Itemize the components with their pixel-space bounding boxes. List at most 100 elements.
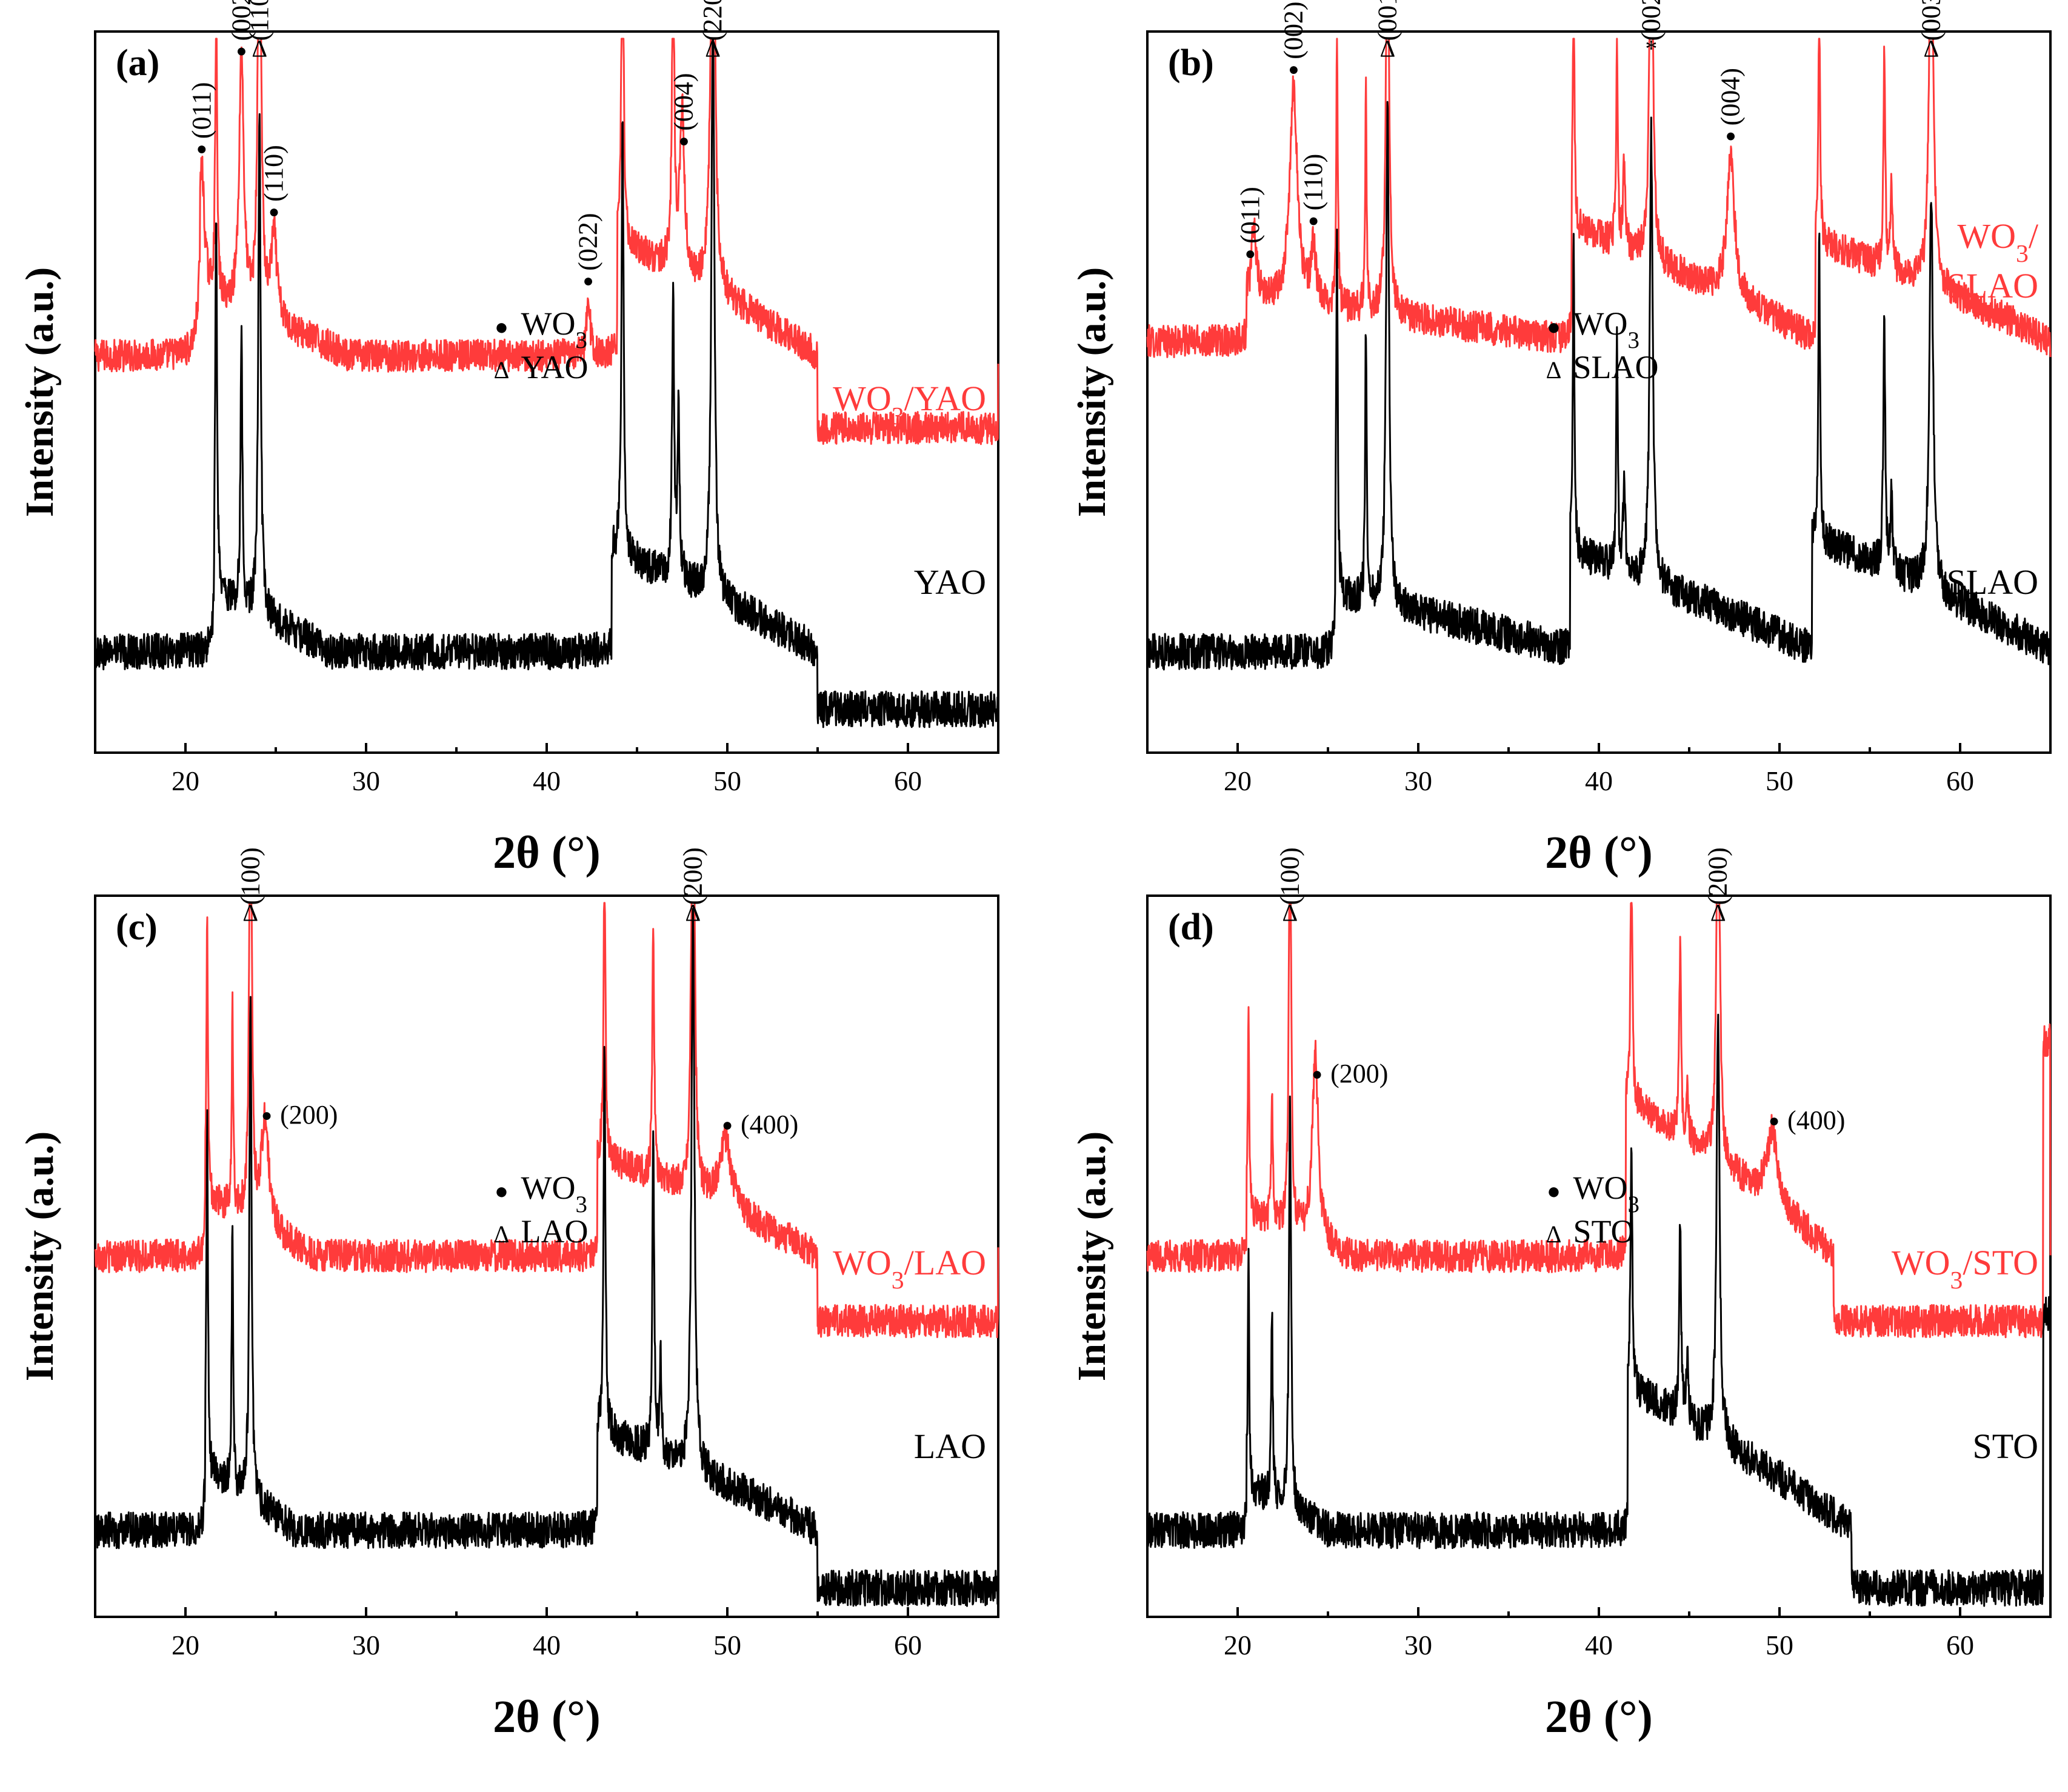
wo3-marker: ●: [582, 271, 593, 291]
x-axis-label: 2θ (°): [493, 1691, 601, 1742]
series-line-wo3-sto: [1146, 902, 2052, 1339]
panel-label: (c): [116, 907, 158, 948]
miller-index: (220): [698, 0, 727, 41]
wo3-marker: ●: [1769, 1111, 1779, 1131]
wo3-marker: ●: [269, 202, 279, 222]
substrate-marker: Δ: [685, 899, 701, 927]
x-tick-label: 30: [352, 1630, 380, 1660]
legend-wo3-marker: ●: [1547, 1179, 1561, 1204]
legend-wo3-marker: ●: [1547, 315, 1561, 340]
peak-annotation: ●(110): [1298, 154, 1328, 231]
miller-index: (110): [259, 145, 289, 202]
peak-annotation: ●(004): [1716, 68, 1746, 145]
miller-index: (011): [187, 82, 216, 139]
peak-annotation: Δ(001): [1372, 0, 1402, 62]
substrate-marker: Δ: [1379, 35, 1395, 62]
peak-annotation: Δ(100): [235, 847, 265, 926]
series-label: WO3/STO: [1892, 1243, 2038, 1294]
x-tick-label: 30: [1404, 765, 1432, 796]
y-axis-label: Intensity (a.u.): [1070, 267, 1114, 518]
x-tick-label: 50: [713, 765, 741, 796]
series-label: SLAO: [1947, 562, 2038, 602]
legend-wo3-marker: ●: [495, 315, 509, 340]
miller-index: (011): [1235, 187, 1265, 244]
miller-index: (003): [1916, 0, 1946, 41]
legend-label: WO3: [521, 305, 587, 353]
substrate-marker: Δ: [1282, 899, 1298, 927]
peak-annotation: ●(002): [1278, 1, 1308, 79]
x-tick-label: 50: [1766, 1630, 1793, 1660]
legend-label: YAO: [521, 349, 589, 385]
peak-annotation: Δ(110): [244, 0, 274, 62]
y-axis-label: Intensity (a.u.): [1070, 1131, 1114, 1382]
peak-annotation: ●(002): [226, 0, 256, 61]
series-line-slao: [1146, 101, 2052, 671]
peak-annotation: ● (200): [1312, 1059, 1388, 1088]
wo3-marker: ●: [236, 41, 247, 61]
panel-label: (d): [1168, 907, 1214, 948]
peak-annotation: Δ(220): [698, 0, 727, 62]
substrate-marker: Δ: [1923, 35, 1939, 62]
wo3-marker: ●: [722, 1115, 733, 1135]
peak-annotation: Δ(100): [1275, 847, 1304, 926]
x-tick-label: 50: [713, 1630, 741, 1660]
series-label: SLAO: [1947, 266, 2038, 305]
peak-annotation: ●(011): [187, 82, 216, 159]
x-tick-label: 60: [1946, 765, 1974, 796]
series-label: WO3/LAO: [833, 1243, 986, 1294]
x-tick-label: 30: [352, 765, 380, 796]
series-label: YAO: [914, 562, 986, 602]
wo3-marker: ●: [196, 139, 207, 159]
y-axis-label: Intensity (a.u.): [18, 267, 62, 518]
miller-index: (200): [280, 1100, 338, 1130]
panel-b: 20 30 40 50 60 2θ (°) Intensity (a.u.) (b) WO3/S…: [1070, 0, 2052, 878]
legend-substrate-marker: Δ: [1546, 356, 1562, 384]
panel-label: (b): [1168, 42, 1214, 84]
x-tick-label: 20: [1224, 1630, 1252, 1660]
miller-index: (100): [1275, 847, 1304, 905]
miller-index: (200): [678, 847, 707, 905]
x-tick-label: 40: [533, 765, 561, 796]
series-label: WO3/YAO: [833, 379, 986, 430]
series-line-yao: [94, 38, 999, 728]
miller-index: (400): [741, 1110, 798, 1139]
panel-c: 20 30 40 50 60 2θ (°) Intensity (a.u.) (c) WO3/L…: [18, 847, 999, 1742]
x-tick-label: 60: [1946, 1630, 1974, 1660]
x-tick-label: 50: [1766, 765, 1793, 796]
peak-annotation: ●(004): [669, 73, 698, 150]
miller-index: (200): [1703, 847, 1733, 905]
x-tick-label: 60: [894, 1630, 922, 1660]
miller-index: (100): [235, 847, 265, 905]
y-axis-label: Intensity (a.u.): [18, 1131, 62, 1382]
peak-annotation: ●(022): [573, 213, 603, 290]
x-tick-label: 40: [533, 1630, 561, 1660]
x-tick-label: 20: [172, 1630, 199, 1660]
miller-index: (002): [1278, 1, 1308, 59]
series-line-wo3-slao: [1146, 38, 2052, 358]
x-tick-label: 40: [1585, 1630, 1613, 1660]
series-line-wo3-lao: [94, 902, 999, 1339]
wo3-marker: ●: [261, 1105, 272, 1125]
wo3-marker: ●: [1312, 1064, 1323, 1084]
peak-annotation: ●(110): [259, 145, 289, 222]
legend-substrate-marker: Δ: [494, 1221, 510, 1248]
legend-label: WO3: [1573, 305, 1639, 353]
x-tick-label: 20: [1224, 765, 1252, 796]
legend-label: LAO: [521, 1213, 589, 1250]
legend-substrate-marker: Δ: [1546, 1221, 1562, 1248]
miller-index: (002): [226, 0, 256, 41]
peak-annotation: Δ(003): [1916, 0, 1946, 62]
substrate-marker: Δ: [242, 899, 258, 927]
panel-d: 20 30 40 50 60 2θ (°) Intensity (a.u.) (d) WO3/S…: [1070, 847, 2052, 1742]
miller-index: (110): [244, 0, 274, 41]
miller-index: (002): [1636, 0, 1666, 41]
peak-annotation: Δ(200): [678, 847, 707, 926]
x-tick-label: 60: [894, 765, 922, 796]
miller-index: (110): [1298, 154, 1328, 211]
peak-annotation: ● (200): [261, 1100, 338, 1130]
peak-annotation: ●(011): [1235, 187, 1265, 264]
series-line-lao: [94, 908, 999, 1607]
substrate-marker: Δ: [252, 35, 267, 62]
x-tick-label: 30: [1404, 1630, 1432, 1660]
substrate-marker: *: [1645, 35, 1657, 62]
